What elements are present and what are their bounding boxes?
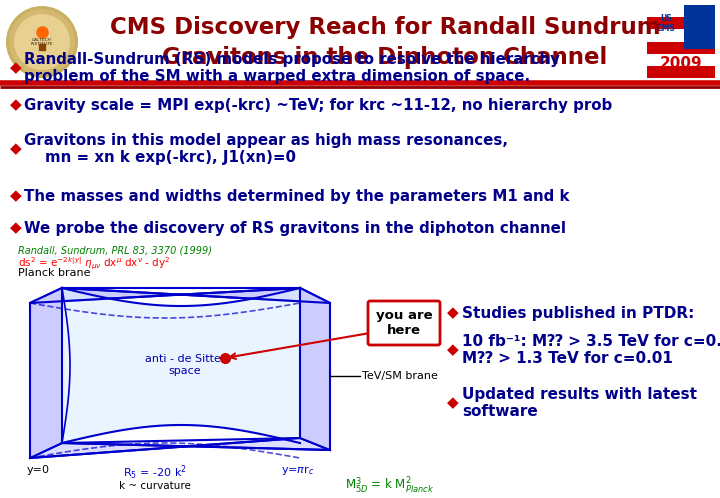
Polygon shape (300, 288, 330, 450)
Polygon shape (62, 288, 300, 443)
Bar (647, 17, 715, 29)
Text: ds$^2$ = e$^{-2k|y|}$ $\eta_{\mu\nu}$ dx$^\mu$ dx$^\nu$ - dy$^2$: ds$^2$ = e$^{-2k|y|}$ $\eta_{\mu\nu}$ dx… (18, 256, 171, 272)
Text: you are
here: you are here (376, 309, 432, 337)
Text: 2009: 2009 (660, 56, 702, 71)
Text: R$_5$ = -20 k$^2$: R$_5$ = -20 k$^2$ (123, 464, 187, 482)
Text: y=$\pi$r$_c$: y=$\pi$r$_c$ (282, 464, 315, 477)
Circle shape (9, 9, 75, 75)
Text: CMS Discovery Reach for Randall Sundrum: CMS Discovery Reach for Randall Sundrum (109, 15, 660, 38)
Polygon shape (30, 288, 62, 458)
Text: Randall-Sundrum (RS) models propose to resolve the hierarchy
problem of the SM w: Randall-Sundrum (RS) models propose to r… (24, 52, 560, 84)
Text: CALTECH
INSTITUTE: CALTECH INSTITUTE (31, 38, 53, 46)
Text: US
CMS: US CMS (657, 13, 675, 33)
Bar (647, 29, 715, 41)
Text: The masses and widths determined by the parameters M1 and k: The masses and widths determined by the … (24, 189, 570, 204)
Text: Gravity scale = MPI exp(-krc) ~TeV; for krc ~11-12, no hierarchy prob: Gravity scale = MPI exp(-krc) ~TeV; for … (24, 98, 612, 113)
FancyBboxPatch shape (368, 301, 440, 345)
Bar (647, 54, 715, 66)
Bar (685, 5, 715, 49)
Circle shape (14, 14, 70, 70)
Text: anti - de Sitter
space: anti - de Sitter space (145, 354, 225, 376)
Bar (647, 41, 715, 54)
Polygon shape (30, 288, 330, 303)
Text: Gravitons in the Diphoton Channel: Gravitons in the Diphoton Channel (163, 45, 608, 69)
Text: ◆: ◆ (10, 98, 22, 113)
Text: ◆: ◆ (10, 221, 22, 236)
Bar (647, 5, 715, 17)
Circle shape (6, 6, 78, 78)
Text: Randall, Sundrum, PRL 83, 3370 (1999): Randall, Sundrum, PRL 83, 3370 (1999) (18, 245, 212, 255)
Text: TeV/SM brane: TeV/SM brane (362, 371, 438, 381)
Text: Gravitons in this model appear as high mass resonances,
    mn = xn k exp(-krc),: Gravitons in this model appear as high m… (24, 133, 508, 165)
Text: k ~ curvature: k ~ curvature (119, 481, 191, 491)
Text: ◆: ◆ (10, 141, 22, 156)
Text: Studies published in PTDR:: Studies published in PTDR: (462, 305, 694, 321)
Polygon shape (30, 438, 330, 458)
Text: ◆: ◆ (10, 60, 22, 76)
Text: ◆: ◆ (447, 343, 459, 358)
Text: Planck brane: Planck brane (18, 268, 91, 278)
Text: 10 fb⁻¹: M⁇ > 3.5 TeV for c=0.1;
M⁇ > 1.3 TeV for c=0.01: 10 fb⁻¹: M⁇ > 3.5 TeV for c=0.1; M⁇ > 1.… (462, 334, 720, 366)
Text: M$_{5D}^3$ = k M$_{Planck}^2$: M$_{5D}^3$ = k M$_{Planck}^2$ (346, 476, 435, 496)
Text: We probe the discovery of RS gravitons in the diphoton channel: We probe the discovery of RS gravitons i… (24, 221, 566, 236)
Text: ◆: ◆ (447, 305, 459, 321)
Bar (0, 0, 720, 83)
Text: y=0: y=0 (27, 465, 50, 475)
Text: Updated results with latest
software: Updated results with latest software (462, 387, 697, 419)
Text: ◆: ◆ (447, 395, 459, 410)
Bar (647, 66, 715, 78)
Text: ◆: ◆ (10, 189, 22, 204)
